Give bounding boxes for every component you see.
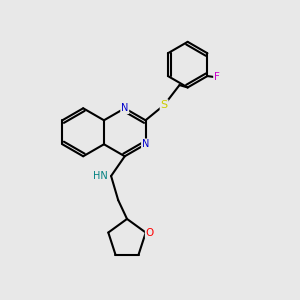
Text: S: S xyxy=(160,100,168,110)
Text: O: O xyxy=(146,227,154,238)
Text: N: N xyxy=(142,139,149,149)
Text: N: N xyxy=(121,103,128,113)
Text: HN: HN xyxy=(93,171,108,181)
Text: F: F xyxy=(214,72,220,82)
